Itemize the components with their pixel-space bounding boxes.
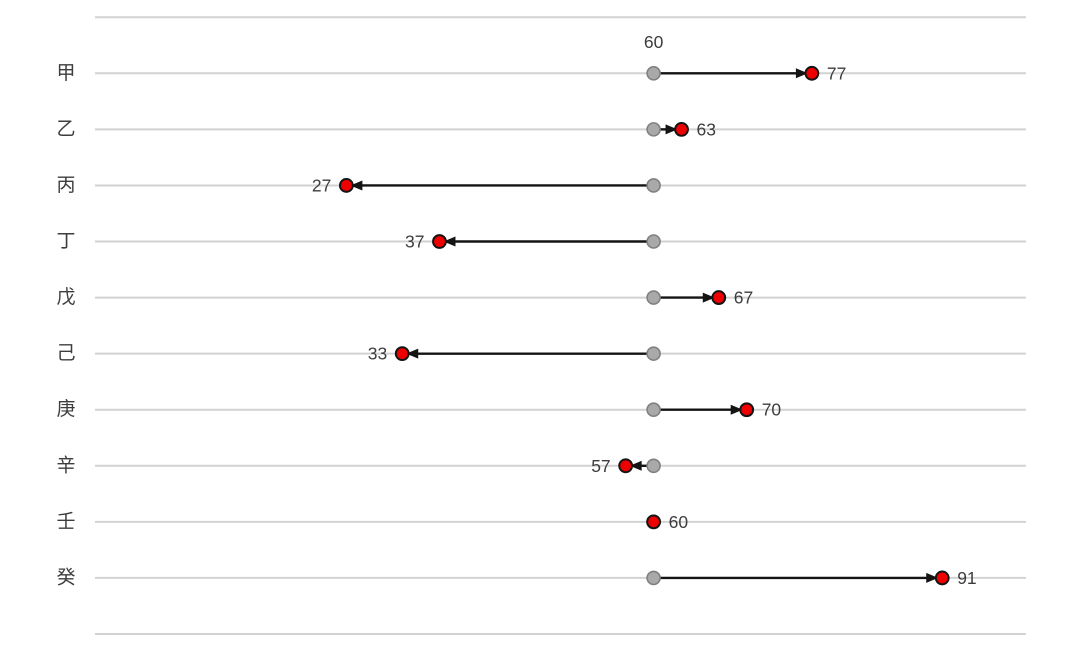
arrow-head: [350, 180, 363, 191]
value-label: 57: [591, 456, 610, 476]
value-label: 37: [405, 232, 424, 252]
baseline-dot: [646, 458, 661, 474]
arrow-head: [730, 404, 743, 415]
value-dot: [338, 178, 354, 193]
value-label: 33: [368, 344, 387, 364]
category-label: 癸: [56, 566, 75, 588]
category-label: 丁: [56, 231, 75, 252]
value-label: 63: [697, 119, 716, 139]
value-label: 91: [957, 568, 976, 588]
value-dot: [739, 402, 755, 418]
category-label: 庚: [56, 398, 75, 420]
value-dot: [804, 65, 820, 81]
baseline-dot: [646, 402, 661, 418]
baseline-dot: [646, 66, 661, 81]
value-label: 67: [734, 288, 753, 308]
baseline-dot: [646, 570, 661, 586]
baseline-dot: [646, 178, 661, 193]
value-label: 70: [762, 400, 782, 420]
value-dot: [934, 570, 950, 586]
arrow-head: [795, 68, 808, 79]
baseline-dot: [646, 122, 661, 137]
category-label: 戊: [56, 286, 75, 308]
arrow-head: [443, 236, 456, 247]
arrow-head: [702, 292, 715, 303]
value-label: 27: [312, 175, 331, 195]
category-label: 己: [56, 343, 75, 364]
baseline-annotation: 60: [644, 32, 664, 52]
value-dot: [394, 346, 410, 362]
value-label: 77: [827, 63, 846, 83]
category-label: 乙: [56, 119, 75, 140]
value-dot: [646, 514, 661, 530]
baseline-dot: [646, 290, 661, 305]
value-label: 60: [669, 512, 689, 532]
value-dot: [618, 458, 634, 474]
category-label: 甲: [56, 63, 75, 84]
baseline-dot: [646, 346, 661, 361]
arrow-head: [665, 124, 678, 135]
category-label: 壬: [56, 510, 75, 532]
arrow-head: [926, 572, 939, 583]
baseline-dot: [646, 234, 661, 249]
value-dot: [674, 121, 689, 137]
value-dot: [432, 234, 447, 249]
category-label: 丙: [56, 175, 75, 196]
arrow-head: [406, 348, 419, 359]
arrow-head: [629, 460, 642, 471]
category-label: 辛: [56, 454, 75, 476]
value-dot: [711, 290, 727, 305]
